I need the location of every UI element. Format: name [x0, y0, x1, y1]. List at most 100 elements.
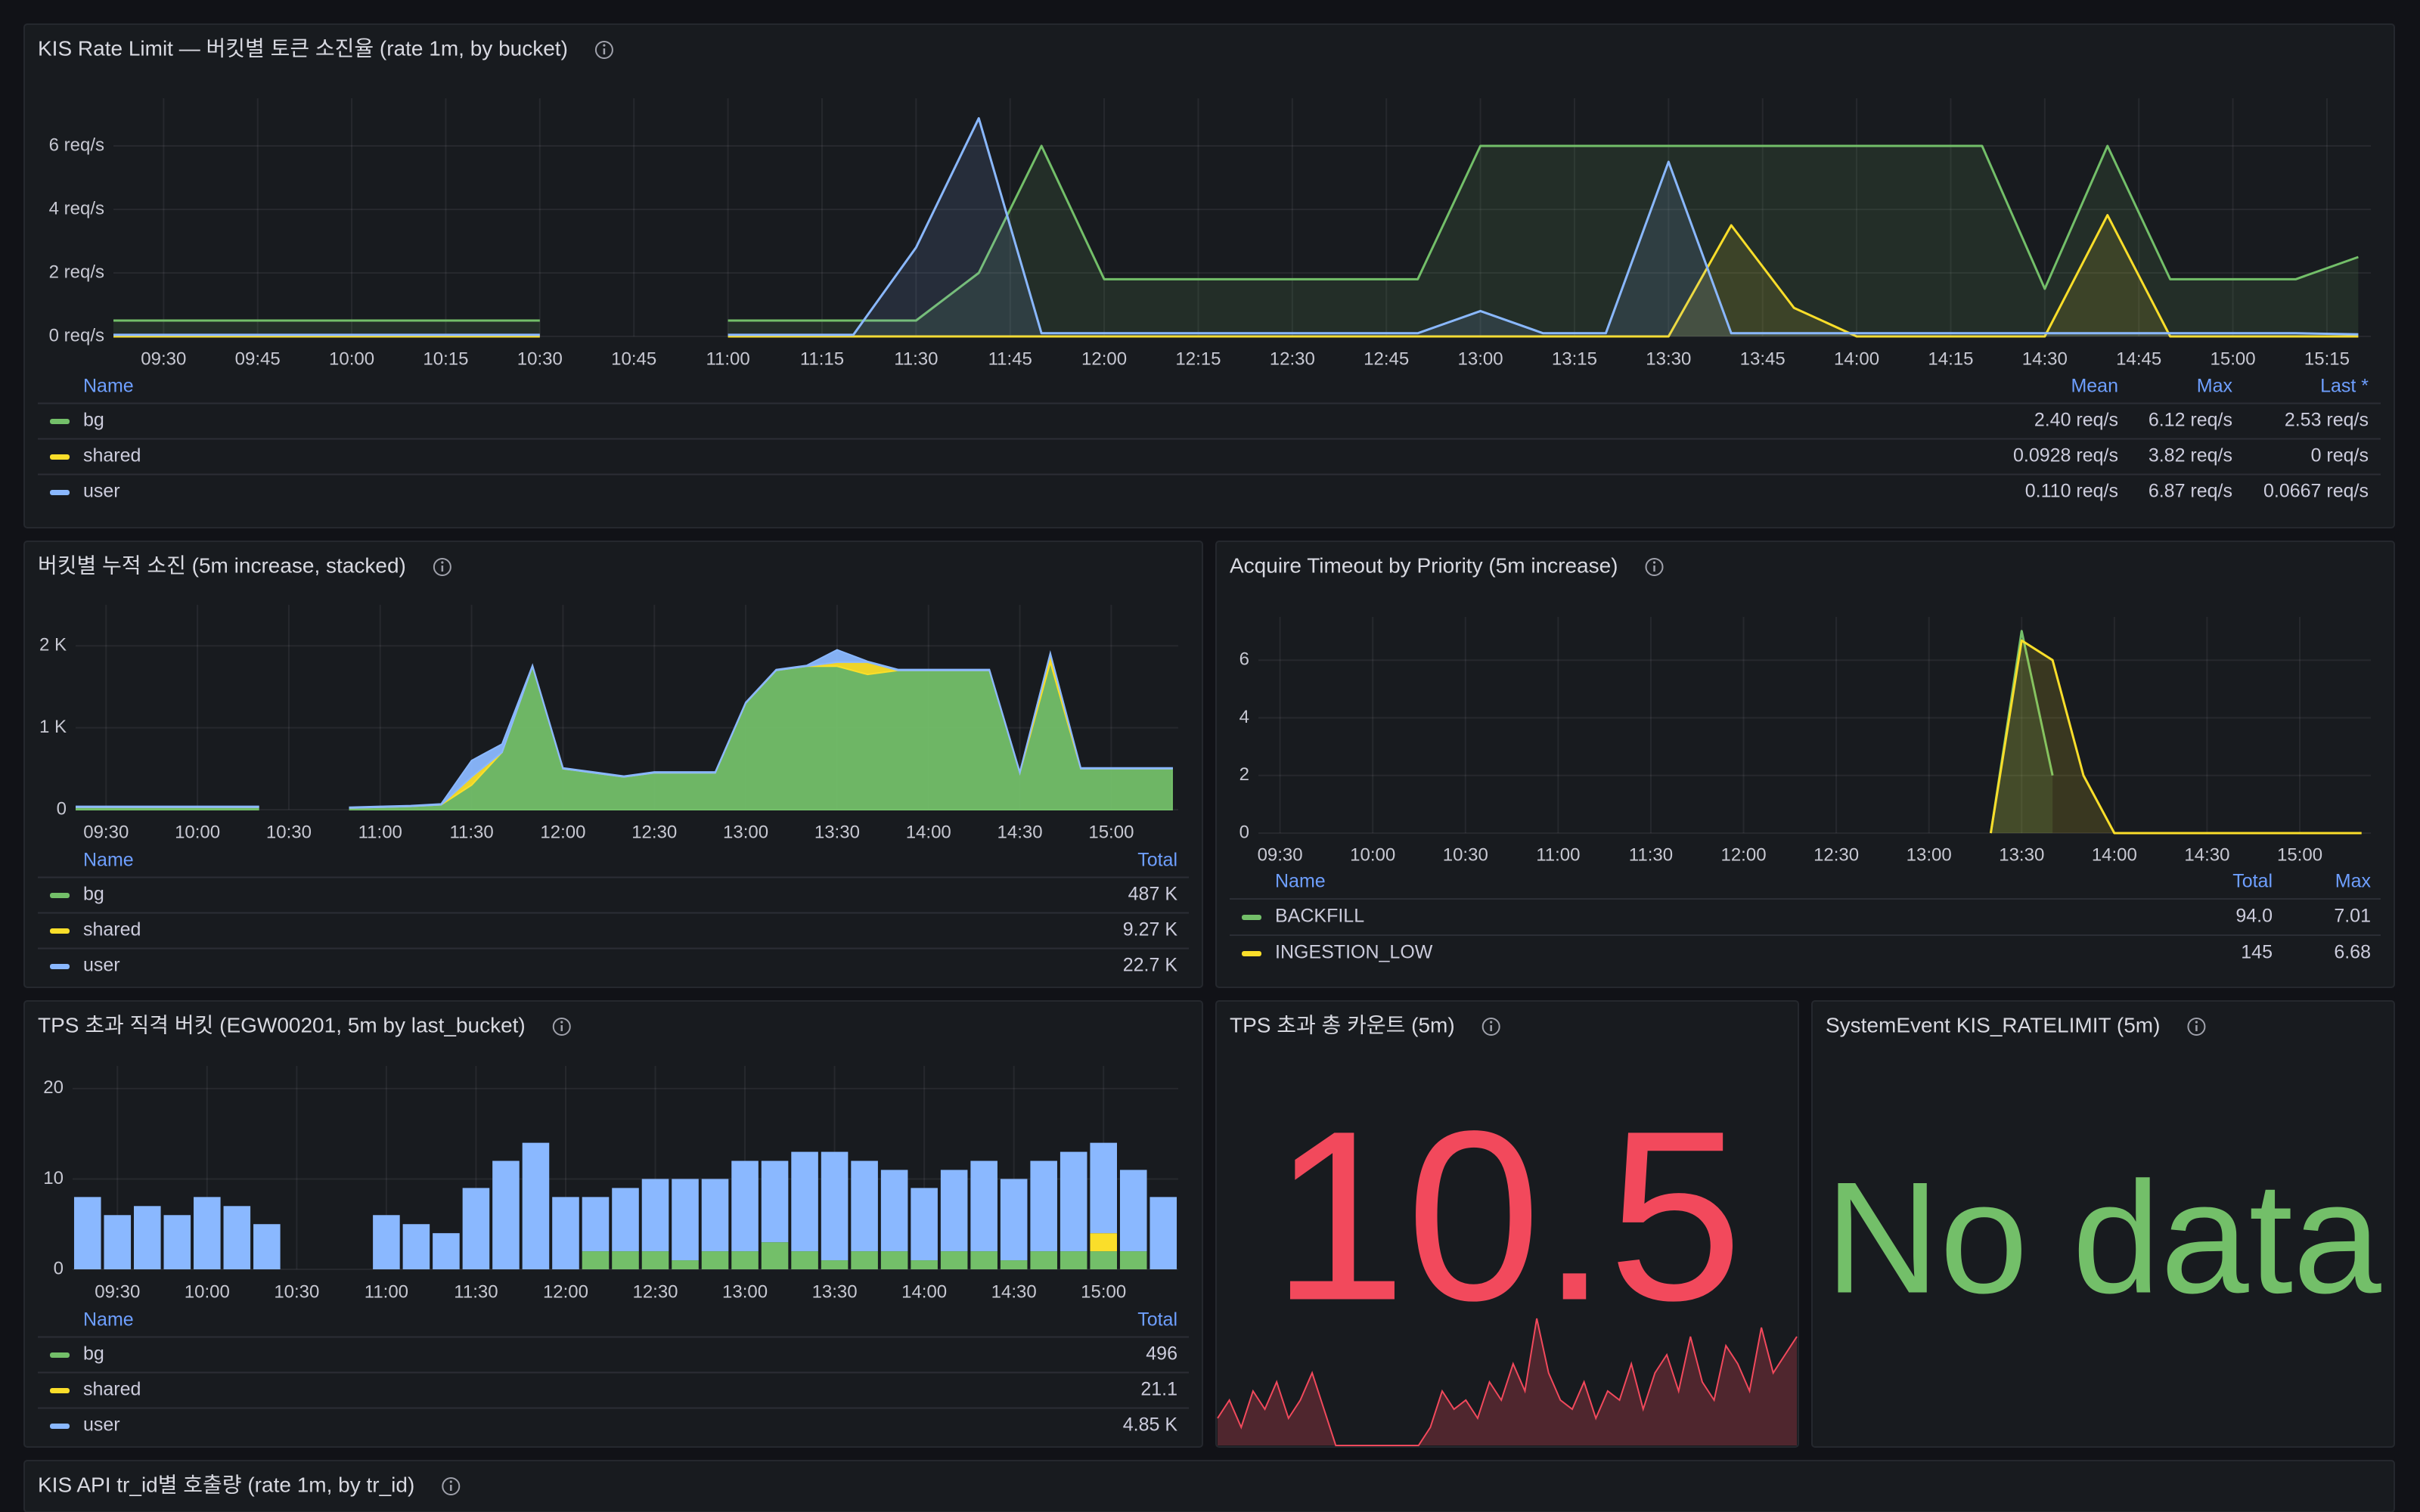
- x-tick-label: 11:00: [365, 1281, 408, 1302]
- bar-segment: [672, 1260, 699, 1269]
- plot: [73, 1142, 1177, 1269]
- legend-name: bg: [83, 884, 104, 905]
- bar-segment: [880, 1251, 908, 1269]
- series-line: [728, 116, 2359, 336]
- x-tick-label: 11:30: [449, 822, 493, 842]
- x-tick-label: 12:00: [540, 822, 585, 842]
- x-tick-label: 15:00: [1088, 822, 1134, 842]
- bar-segment: [1030, 1251, 1057, 1269]
- bar-segment: [492, 1160, 520, 1269]
- info-icon-dot: [1490, 1021, 1493, 1024]
- legend-swatch: [50, 419, 70, 424]
- panel-title: TPS 초과 직격 버킷 (EGW00201, 5m by last_bucke…: [38, 1013, 526, 1036]
- bar-segment: [761, 1242, 789, 1269]
- bar-segment: [701, 1251, 729, 1269]
- bar-segment: [253, 1224, 281, 1269]
- legend-swatch: [1242, 915, 1261, 920]
- info-icon-circle: [1481, 1018, 1500, 1036]
- x-tick-label: 10:30: [266, 822, 312, 842]
- series-area: [728, 146, 2359, 336]
- bar-segment: [1060, 1151, 1087, 1252]
- x-tick-label: 12:00: [543, 1281, 588, 1302]
- y-tick-label: 0: [57, 798, 67, 819]
- x-tick-label: 13:30: [814, 822, 860, 842]
- bar-segment: [582, 1197, 610, 1252]
- legend-value: 2.53 req/s: [2285, 410, 2369, 431]
- bar-segment: [641, 1251, 669, 1269]
- x-tick-label: 09:30: [141, 349, 186, 369]
- info-icon: [1481, 1018, 1500, 1036]
- bar-segment: [73, 1197, 101, 1269]
- legend-header: Name: [83, 1309, 134, 1331]
- bar-segment: [1150, 1197, 1177, 1269]
- x-tick-label: 13:00: [1907, 844, 1952, 865]
- legend-swatch: [50, 964, 70, 969]
- x-tick-label: 10:30: [1443, 844, 1488, 865]
- bar-segment: [582, 1251, 610, 1269]
- legend-swatch: [50, 893, 70, 898]
- legend-header: Max: [2197, 376, 2233, 397]
- x-tick-label: 15:15: [2304, 349, 2350, 369]
- bar-segment: [731, 1160, 759, 1252]
- legend-name: shared: [83, 919, 141, 940]
- x-tick-label: 14:00: [906, 822, 951, 842]
- legend-name: bg: [83, 410, 104, 431]
- x-tick-label: 12:30: [1813, 844, 1859, 865]
- bar-segment: [1090, 1233, 1117, 1252]
- x-tick-label: 14:30: [2184, 844, 2229, 865]
- legend-value: 3.82 req/s: [2149, 445, 2232, 466]
- bar-segment: [1060, 1251, 1087, 1269]
- bar-segment: [1119, 1251, 1147, 1269]
- bar-segment: [612, 1251, 639, 1269]
- legend-value: 9.27 K: [1123, 919, 1178, 940]
- y-tick-label: 6: [1239, 649, 1249, 670]
- legend-swatch: [50, 928, 70, 934]
- info-icon: [2187, 1018, 2206, 1036]
- x-tick-label: 12:30: [632, 1281, 678, 1302]
- legend-swatch: [50, 454, 70, 460]
- legend-name: INGESTION_LOW: [1275, 942, 1433, 963]
- x-tick-label: 11:45: [988, 349, 1032, 369]
- x-tick-label: 14:45: [2116, 349, 2161, 369]
- x-tick-label: 14:00: [2092, 844, 2137, 865]
- bar-segment: [880, 1170, 908, 1252]
- x-tick-label: 09:45: [235, 349, 281, 369]
- bar-segment: [791, 1151, 818, 1252]
- y-tick-label: 0 req/s: [49, 325, 104, 345]
- x-tick-label: 10:30: [274, 1281, 319, 1302]
- y-tick-label: 1 K: [39, 717, 67, 737]
- x-tick-label: 14:15: [1928, 349, 1973, 369]
- info-icon-dot: [441, 561, 444, 564]
- legend-value: 6.87 req/s: [2149, 481, 2232, 502]
- bar-segment: [134, 1206, 161, 1269]
- x-tick-label: 12:30: [631, 822, 677, 842]
- x-tick-label: 11:30: [1629, 844, 1673, 865]
- panel-title: Acquire Timeout by Priority (5m increase…: [1230, 553, 1618, 577]
- x-tick-label: 12:15: [1175, 349, 1221, 369]
- info-icon: [442, 1477, 461, 1495]
- info-icon: [433, 558, 451, 576]
- legend-name: shared: [83, 445, 141, 466]
- legend-header: Total: [1137, 850, 1177, 871]
- y-tick-label: 2 K: [39, 635, 67, 655]
- legend-header: Name: [1275, 871, 1326, 892]
- legend-value: 22.7 K: [1123, 955, 1178, 976]
- x-tick-label: 10:00: [175, 822, 220, 842]
- x-tick-label: 13:30: [1999, 844, 2044, 865]
- panel-title: SystemEvent KIS_RATELIMIT (5m): [1826, 1013, 2160, 1036]
- series-line: [728, 214, 2359, 338]
- info-icon: [552, 1018, 571, 1036]
- series-line: [728, 144, 2359, 322]
- legend-value: 4.85 K: [1123, 1414, 1178, 1436]
- bar-segment: [970, 1160, 997, 1252]
- x-tick-label: 11:30: [454, 1281, 498, 1302]
- legend-value: 6.12 req/s: [2149, 410, 2232, 431]
- plot: [1989, 630, 2362, 835]
- legend-value: 0.0667 req/s: [2263, 481, 2369, 502]
- legend-header: Total: [2232, 871, 2273, 892]
- bar-segment: [522, 1142, 550, 1269]
- x-tick-label: 12:00: [1081, 349, 1127, 369]
- stat-text: No data: [1825, 1148, 2381, 1326]
- y-tick-label: 0: [54, 1258, 64, 1278]
